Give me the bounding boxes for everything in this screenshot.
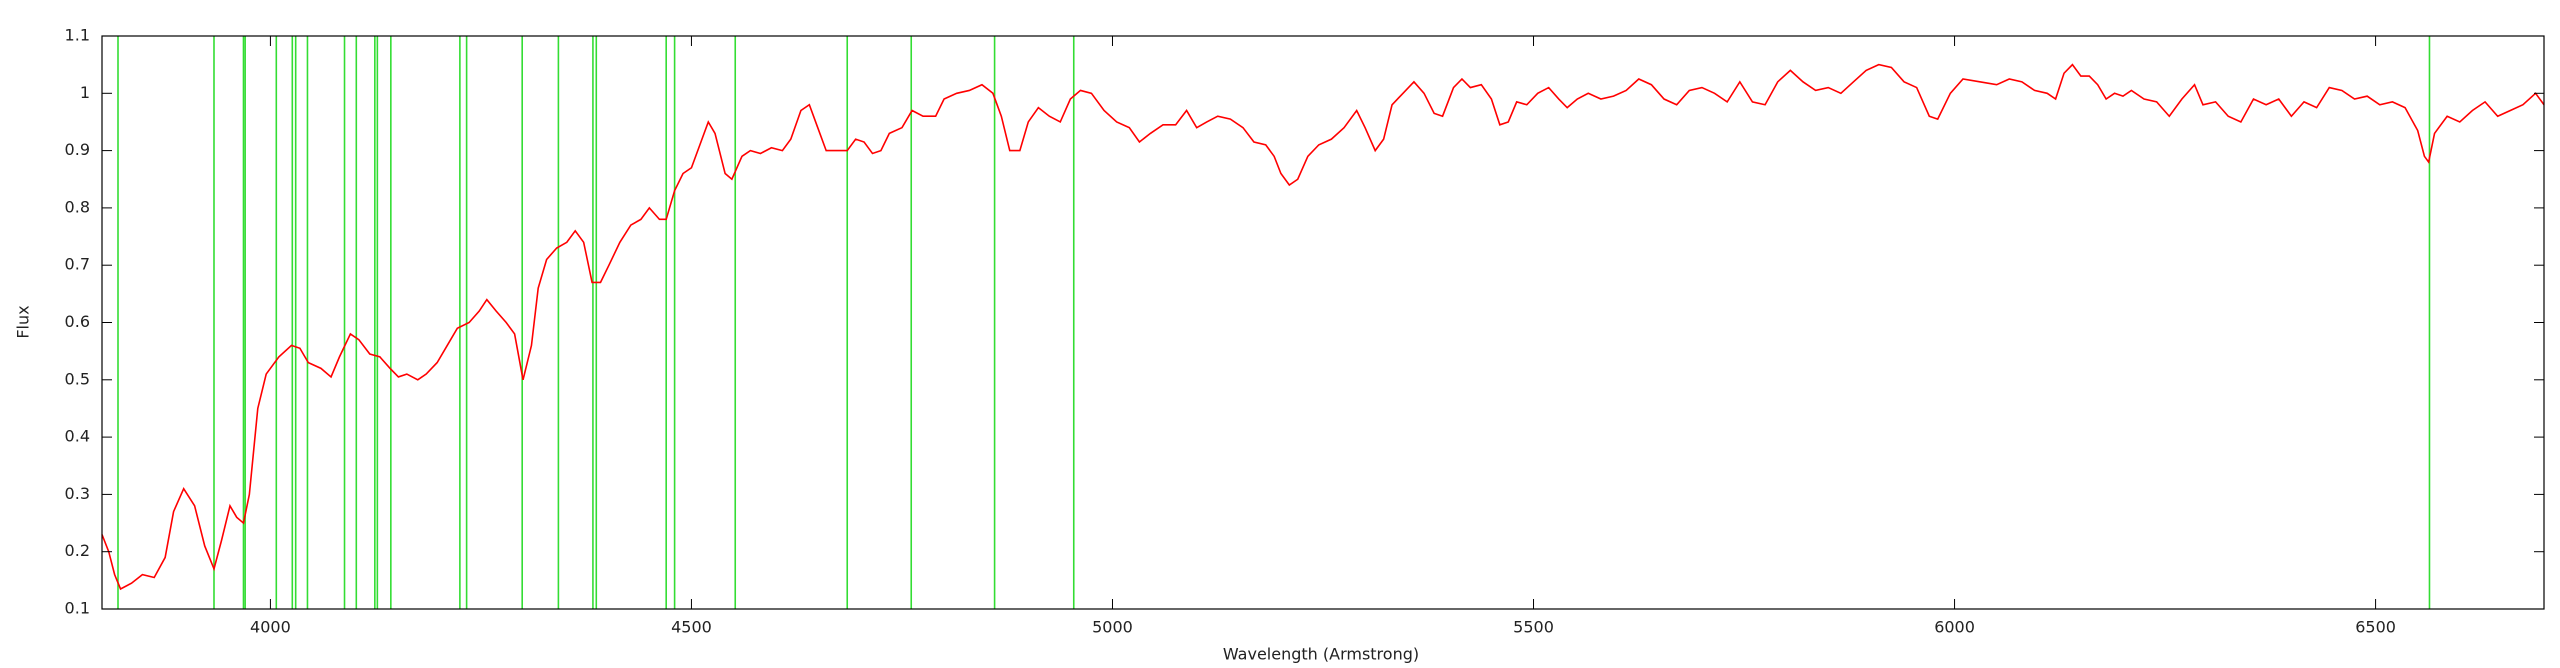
y-axis-label: Flux bbox=[14, 305, 33, 338]
y-tick-label: 0.7 bbox=[65, 255, 90, 274]
y-tick-label: 0.1 bbox=[65, 599, 90, 618]
x-tick-label: 6000 bbox=[1934, 618, 1975, 637]
y-tick-label: 1 bbox=[80, 83, 90, 102]
x-tick-label: 4500 bbox=[671, 618, 712, 637]
x-axis-label: Wavelength (Armstrong) bbox=[1223, 645, 1419, 664]
spectrum-line bbox=[101, 63, 2545, 591]
y-tick-label: 0.6 bbox=[65, 312, 90, 331]
y-tick-label: 0.5 bbox=[65, 369, 90, 388]
y-tick-label: 1.1 bbox=[65, 26, 90, 45]
y-tick-label: 0.3 bbox=[65, 484, 90, 503]
y-tick-label: 0.9 bbox=[65, 140, 90, 159]
y-tick-label: 0.8 bbox=[65, 197, 90, 216]
y-tick-label: 0.2 bbox=[65, 541, 90, 560]
x-tick-label: 5500 bbox=[1513, 618, 1554, 637]
x-tick-label: 6500 bbox=[2355, 618, 2396, 637]
y-tick-label: 0.4 bbox=[65, 427, 90, 446]
x-tick-label: 4000 bbox=[250, 618, 291, 637]
x-tick-label: 5000 bbox=[1092, 618, 1133, 637]
